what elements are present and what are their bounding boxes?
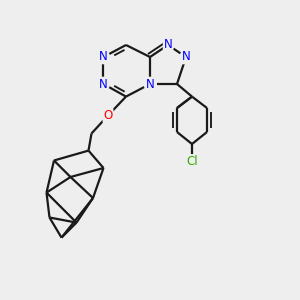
Text: Cl: Cl (186, 155, 198, 168)
Text: N: N (146, 77, 154, 91)
Text: N: N (99, 77, 108, 91)
Text: N: N (99, 50, 108, 64)
Text: O: O (103, 109, 112, 122)
Text: N: N (164, 38, 172, 52)
Text: N: N (182, 50, 190, 64)
